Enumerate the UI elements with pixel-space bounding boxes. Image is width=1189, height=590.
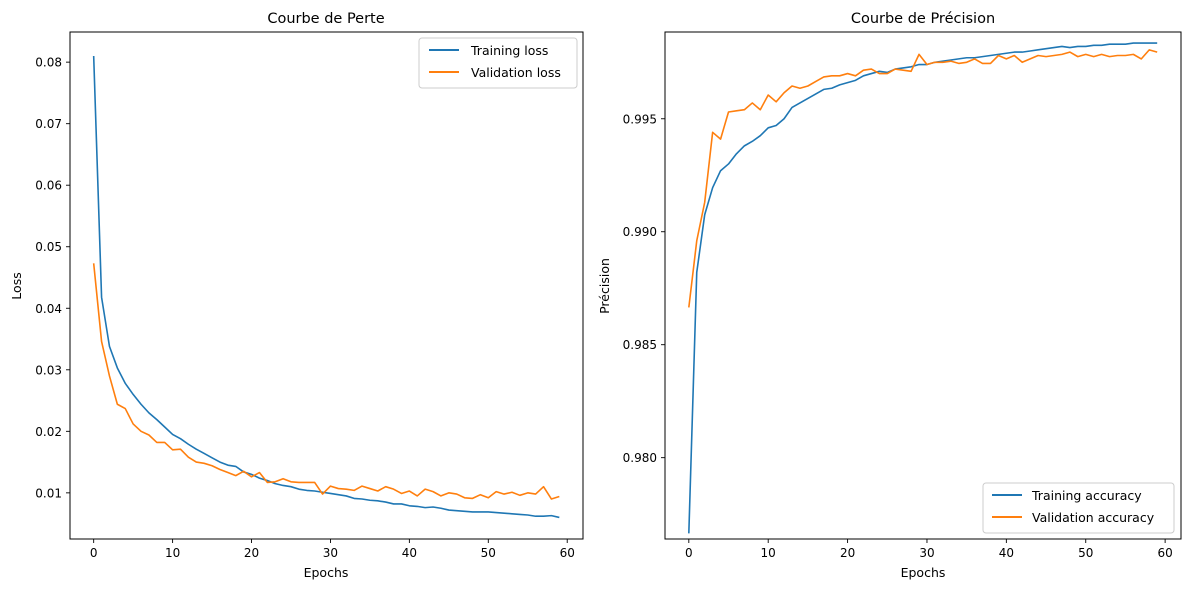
accuracy-x-tick-label: 60: [1157, 546, 1172, 560]
loss-chart: Courbe de Perte 0 10 20 30 40 50 60 0.010.020.…: [9, 11, 584, 580]
accuracy-series-group: [688, 42, 1158, 534]
loss-legend-label-validation: Validation loss: [471, 65, 561, 80]
accuracy-series-line-validation: [688, 49, 1158, 308]
accuracy-y-axis-label: Précision: [597, 258, 612, 314]
accuracy-x-tick-label: 10: [761, 546, 776, 560]
accuracy-y-tick-label: 0.985: [623, 338, 657, 352]
accuracy-x-tick-label: 30: [919, 546, 934, 560]
accuracy-y-ticks: 0.980 0.985 0.990 0.995: [623, 112, 665, 465]
loss-x-tick-label: 50: [481, 546, 496, 560]
accuracy-chart-title: Courbe de Précision: [851, 11, 995, 27]
loss-y-tick-label: 0.03: [35, 363, 62, 377]
loss-y-tick-label: 0.02: [35, 425, 62, 439]
loss-x-axis-label: Epochs: [304, 565, 349, 580]
accuracy-legend-box: [982, 482, 1175, 534]
loss-legend-label-training: Training loss: [470, 43, 548, 58]
accuracy-x-ticks: 0 10 20 30 40 50 60: [685, 539, 1173, 560]
accuracy-x-tick-label: 40: [999, 546, 1014, 560]
loss-y-tick-label: 0.07: [35, 117, 62, 131]
accuracy-y-tick-label: 0.980: [623, 451, 657, 465]
loss-legend: Training loss Validation loss: [418, 37, 578, 89]
loss-plot-frame: [69, 31, 584, 540]
loss-x-tick-label: 20: [244, 546, 259, 560]
loss-chart-title: Courbe de Perte: [267, 11, 384, 27]
loss-x-ticks: 0 10 20 30 40 50 60: [90, 539, 575, 560]
loss-series-line-training: [92, 55, 560, 519]
loss-y-axis-label: Loss: [9, 272, 24, 299]
accuracy-x-tick-label: 20: [840, 546, 855, 560]
accuracy-series-line-training: [688, 42, 1158, 534]
loss-y-tick-label: 0.05: [35, 240, 62, 254]
accuracy-y-tick-label: 0.995: [623, 112, 657, 126]
loss-x-tick-label: 0: [90, 546, 98, 560]
loss-series-line-validation: [92, 263, 560, 500]
loss-y-tick-label: 0.01: [35, 486, 62, 500]
loss-x-tick-label: 30: [323, 546, 338, 560]
accuracy-plot-frame: [664, 31, 1182, 540]
accuracy-legend-label-validation: Validation accuracy: [1032, 510, 1155, 525]
accuracy-x-axis-label: Epochs: [901, 565, 946, 580]
accuracy-x-tick-label: 50: [1078, 546, 1093, 560]
loss-series-group: [92, 55, 560, 519]
loss-x-tick-label: 10: [165, 546, 180, 560]
loss-y-tick-label: 0.04: [35, 302, 62, 316]
accuracy-y-tick-label: 0.990: [623, 225, 657, 239]
accuracy-x-tick-label: 0: [685, 546, 693, 560]
accuracy-legend-label-training: Training accuracy: [1031, 488, 1142, 503]
accuracy-chart: Courbe de Précision 0 10 20 30 40 50 60 0.9800…: [597, 11, 1182, 580]
loss-x-tick-label: 40: [402, 546, 417, 560]
loss-y-ticks: 0.01 0.02 0.03 0.04 0.05 0.06 0.07 0.08: [35, 56, 70, 500]
loss-y-tick-label: 0.06: [35, 179, 62, 193]
loss-y-tick-label: 0.08: [35, 56, 62, 70]
loss-x-tick-label: 60: [560, 546, 575, 560]
accuracy-legend: Training accuracy Validation accuracy: [982, 482, 1175, 534]
